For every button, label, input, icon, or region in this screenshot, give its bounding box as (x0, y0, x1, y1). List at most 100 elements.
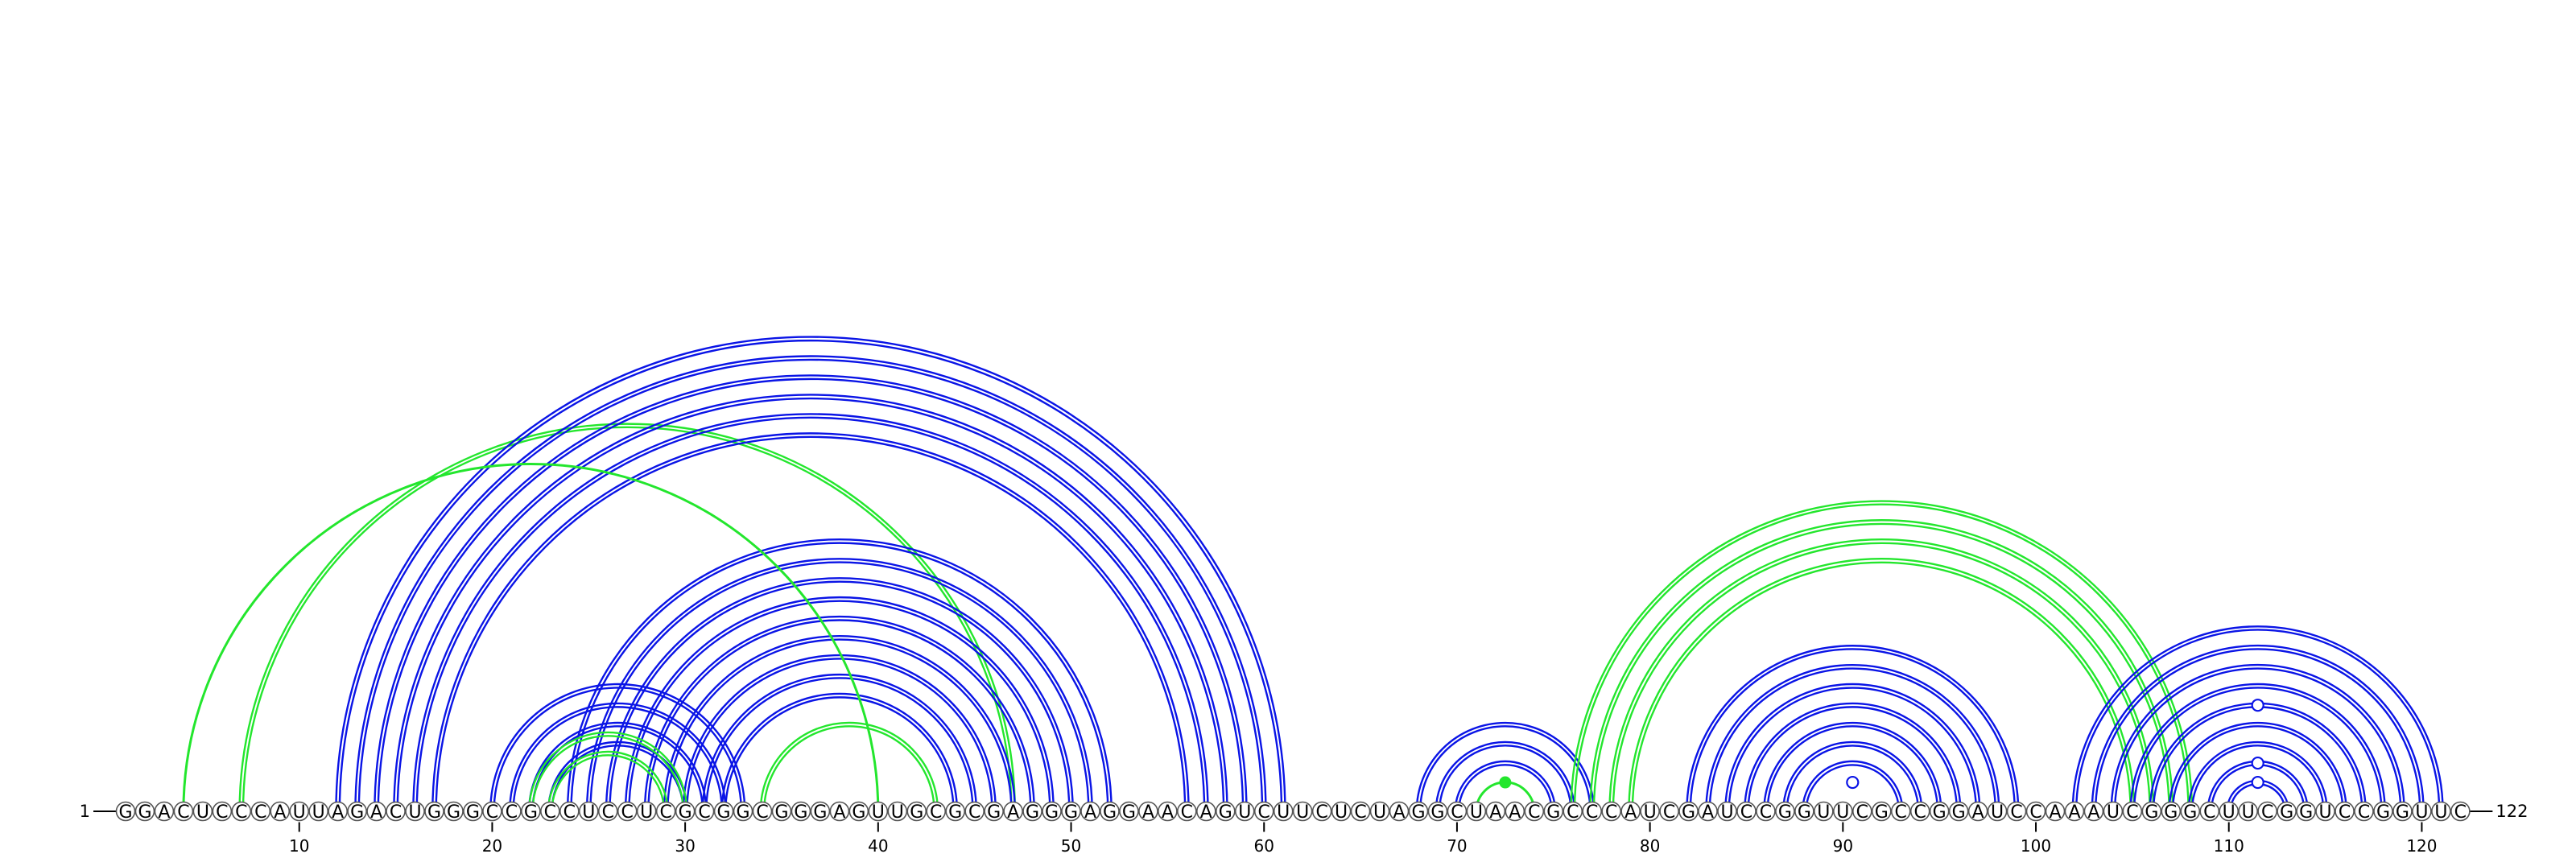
nt-46-circle (984, 801, 1004, 822)
nt-112-circle (2257, 801, 2277, 822)
nt-114-circle (2296, 801, 2316, 822)
nt-113-letter: G (2280, 802, 2293, 823)
nt-6-circle (212, 801, 233, 822)
nt-80-letter: U (1644, 802, 1657, 823)
arc-88-93-inner (1805, 764, 1901, 812)
arc-20-33-inner (493, 687, 743, 812)
nt-73-circle (1505, 801, 1525, 822)
arc-86-95-inner (1766, 725, 1939, 812)
nt-87-letter: G (1778, 802, 1792, 823)
nt-79-circle (1620, 801, 1641, 822)
arc-21-32-outer (509, 702, 727, 812)
arc-7-47-outer (238, 423, 1017, 812)
nt-24-letter: C (564, 802, 576, 823)
arc-83-98-outer (1705, 663, 2000, 812)
nt-91-circle (1852, 801, 1872, 822)
nt-97-letter: A (1972, 802, 1984, 823)
nt-17-circle (424, 801, 444, 822)
nt-121-letter: U (2434, 802, 2447, 823)
nt-13-letter: G (350, 802, 364, 823)
arc-24-52-inner (570, 542, 1109, 812)
nt-49-letter: G (1045, 802, 1059, 823)
nt-51-circle (1080, 801, 1100, 822)
arc-69-76-outer (1435, 740, 1576, 812)
nt-22-circle (521, 801, 541, 822)
nt-39-circle (848, 801, 869, 822)
arc-26-50-inner (609, 580, 1071, 812)
nt-84-letter: U (1720, 802, 1733, 823)
nt-4-circle (173, 801, 194, 822)
tick-label-120: 120 (2406, 836, 2437, 856)
nt-9-letter: A (274, 802, 286, 823)
arc-78-106-outer (1608, 538, 2155, 812)
arc-30-46-outer (682, 654, 997, 812)
arc-28-48-inner (647, 619, 1032, 812)
nt-83-letter: A (1702, 802, 1714, 823)
nt-64-letter: U (1335, 802, 1348, 823)
nt-115-letter: U (2319, 802, 2332, 823)
arc-84-97-outer (1724, 683, 1981, 812)
nt-20-circle (482, 801, 502, 822)
arc-79-105-outer (1628, 558, 2136, 812)
arc-13-60-inner (357, 358, 1264, 812)
nt-22-letter: G (524, 802, 538, 823)
arc-82-99-outer (1686, 644, 2020, 812)
nt-66-circle (1369, 801, 1390, 822)
nt-99-letter: C (2010, 802, 2022, 823)
nt-37-circle (810, 801, 831, 822)
nt-76-letter: C (1567, 802, 1579, 823)
nt-98-letter: U (1991, 802, 2004, 823)
nt-97-circle (1967, 801, 1988, 822)
nt-77-letter: C (1586, 802, 1598, 823)
nt-119-circle (2392, 801, 2413, 822)
nt-81-circle (1659, 801, 1679, 822)
nt-99-circle (2006, 801, 2027, 822)
nt-44-circle (945, 801, 966, 822)
nt-4-letter: C (177, 802, 189, 823)
nt-67-circle (1389, 801, 1410, 822)
nt-82-letter: G (1682, 802, 1695, 823)
nt-117-letter: C (2358, 802, 2370, 823)
nt-87-circle (1775, 801, 1795, 822)
nt-52-circle (1100, 801, 1120, 822)
arc-31-45-inner (705, 677, 974, 812)
nt-30-circle (675, 801, 696, 822)
nt-37-letter: G (813, 802, 827, 823)
nt-102-letter: A (2068, 802, 2080, 823)
arc-70-75-outer (1454, 760, 1557, 812)
nt-106-letter: G (2145, 802, 2158, 823)
nt-96-circle (1948, 801, 1969, 822)
nt-108-letter: G (2183, 802, 2197, 823)
arc-22-30-outer (527, 731, 688, 812)
nt-117-circle (2354, 801, 2374, 822)
nt-25-circle (578, 801, 599, 822)
tick-label-20: 20 (482, 836, 502, 856)
nt-119-letter: G (2396, 802, 2409, 823)
arc-102-121-inner (2074, 629, 2441, 812)
nt-17-letter: G (427, 802, 441, 823)
tick-label-90: 90 (1833, 836, 1853, 856)
nt-7-letter: C (235, 802, 247, 823)
nt-57-letter: A (1200, 802, 1212, 823)
nt-59-letter: U (1238, 802, 1251, 823)
arc-83-98-inner (1708, 667, 1997, 812)
nt-59-circle (1234, 801, 1255, 822)
nt-35-circle (771, 801, 792, 822)
nt-54-circle (1138, 801, 1158, 822)
marker-71-74 (1499, 776, 1512, 789)
nt-74-circle (1524, 801, 1545, 822)
nt-71-letter: U (1470, 802, 1483, 823)
arc-107-116-inner (2171, 725, 2344, 812)
nt-92-letter: G (1875, 802, 1889, 823)
marker-106-117 (2251, 699, 2264, 712)
arc-24-52-outer (566, 538, 1113, 812)
arc-31-45-outer (701, 673, 978, 812)
nt-42-letter: G (910, 802, 923, 823)
nt-32-circle (713, 801, 734, 822)
arc-29-47-inner (667, 638, 1013, 812)
arc-34-43-outer (759, 721, 939, 812)
nt-50-circle (1061, 801, 1081, 822)
arc-12-61-outer (335, 336, 1286, 812)
